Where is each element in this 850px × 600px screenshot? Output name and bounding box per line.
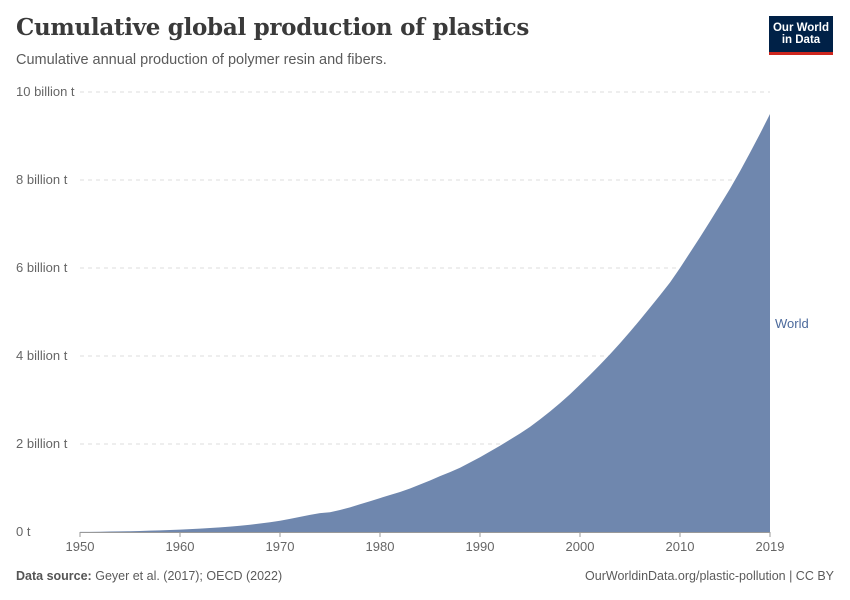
- logo-line-2: in Data: [781, 34, 821, 46]
- y-axis: 0 t 2 billion t 4 billion t 6 billion t 8 bi…: [16, 84, 75, 539]
- owid-logo[interactable]: Our World in Data: [769, 16, 833, 55]
- x-axis: 1950 1960 1970 1980 1990 2000 2010 2019: [66, 532, 785, 554]
- y-tick-label: 8 billion t: [16, 172, 68, 187]
- series-label-world[interactable]: World: [775, 316, 809, 331]
- area-world[interactable]: [80, 114, 770, 532]
- footer-link[interactable]: OurWorldinData.org/plastic-pollution | C…: [585, 569, 834, 583]
- y-tick-label: 0 t: [16, 524, 31, 539]
- x-tick-label: 1960: [166, 539, 195, 554]
- data-source-label: Data source:: [16, 569, 92, 583]
- y-tick-label: 6 billion t: [16, 260, 68, 275]
- x-tick-label: 1950: [66, 539, 95, 554]
- x-tick-label: 2000: [566, 539, 595, 554]
- x-tick-label: 2019: [756, 539, 785, 554]
- x-tick-label: 1970: [266, 539, 295, 554]
- y-tick-label: 10 billion t: [16, 84, 75, 99]
- data-source-text[interactable]: Geyer et al. (2017); OECD (2022): [95, 569, 283, 583]
- logo-line-1: Our World: [772, 22, 829, 34]
- chart-subtitle: Cumulative annual production of polymer …: [16, 52, 387, 68]
- chart-title: Cumulative global production of plastics: [16, 14, 529, 41]
- gridlines: [80, 91, 770, 445]
- x-tick-label: 2010: [666, 539, 695, 554]
- x-tick-label: 1990: [466, 539, 495, 554]
- data-source: Data source: Geyer et al. (2017); OECD (…: [16, 569, 282, 583]
- area-layer: [80, 114, 770, 532]
- y-tick-label: 4 billion t: [16, 348, 68, 363]
- y-tick-label: 2 billion t: [16, 436, 68, 451]
- x-tick-label: 1980: [366, 539, 395, 554]
